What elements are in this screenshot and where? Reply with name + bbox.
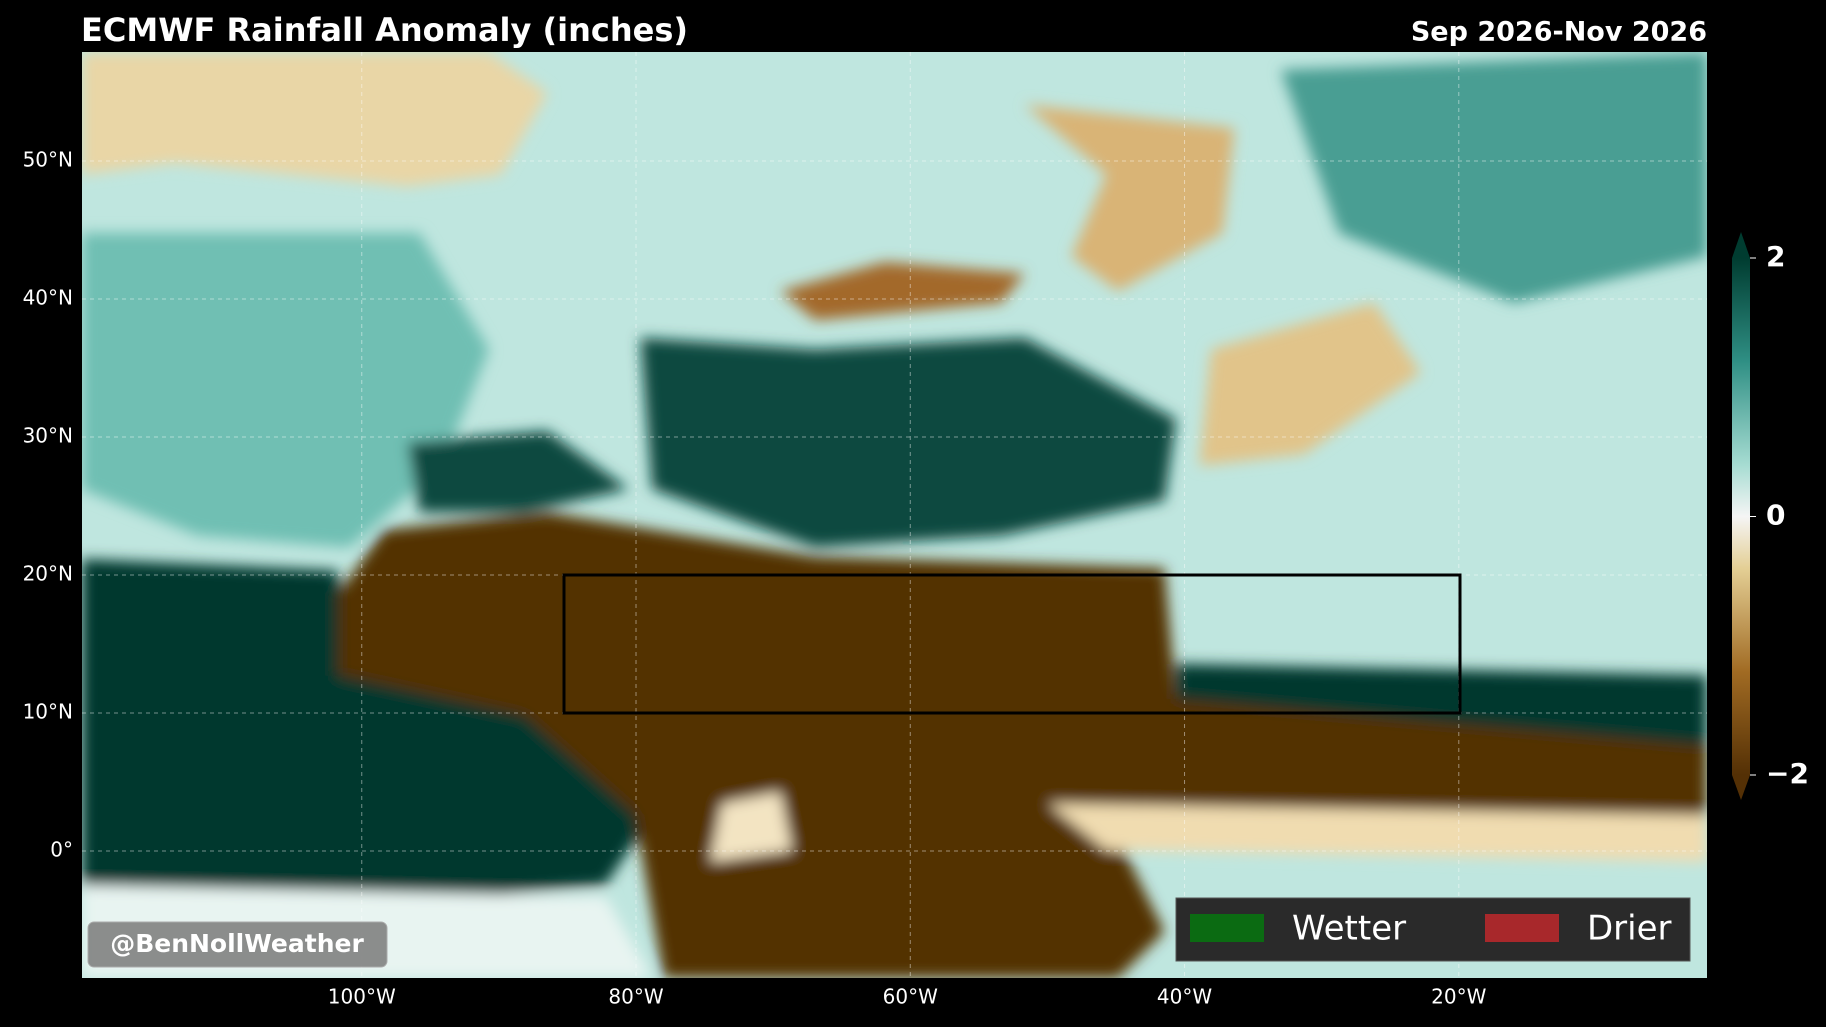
x-tick-label: 20°W [1431,985,1486,1009]
x-tick-label: 100°W [328,985,396,1009]
colorbar-label: −2 [1766,757,1809,790]
y-tick-label: 30°N [23,424,73,448]
credit: @BenNollWeather [110,929,364,958]
y-tick-label: 10°N [23,700,73,724]
period: Sep 2026-Nov 2026 [1411,17,1707,48]
y-tick-label: 0° [50,838,73,862]
legend-label: Drier [1587,909,1672,949]
y-tick-label: 40°N [23,286,73,310]
colorbar [1732,258,1750,775]
x-tick-label: 40°W [1157,985,1212,1009]
title: ECMWF Rainfall Anomaly (inches) [81,11,688,49]
colorbar-label: 2 [1766,240,1785,273]
region-box [562,573,1462,715]
x-tick-label: 80°W [608,985,663,1009]
legend-swatch [1485,914,1559,942]
legend-label: Wetter [1292,909,1406,949]
credit-box [87,921,388,968]
y-tick-label: 20°N [23,562,73,586]
colorbar-extend [1732,232,1750,258]
colorbar-label: 0 [1766,499,1785,532]
x-tick-label: 60°W [883,985,938,1009]
legend-swatch [1190,914,1264,942]
colorbar-extend [1732,775,1750,800]
y-tick-label: 50°N [23,148,73,172]
map-field [82,52,1707,978]
